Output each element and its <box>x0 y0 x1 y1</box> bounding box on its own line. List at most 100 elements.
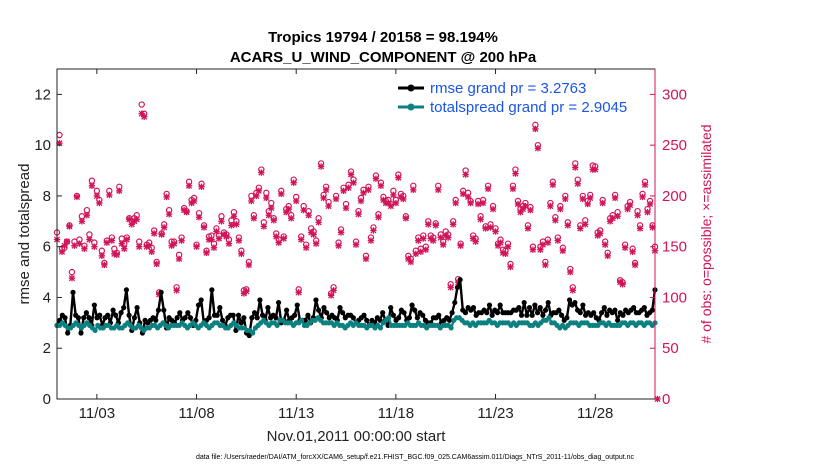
rmse-point <box>414 315 421 321</box>
obs-assimilated-point <box>228 222 235 229</box>
rmse-point <box>497 302 503 308</box>
obs-assimilated-point <box>325 202 332 210</box>
obs-assimilated-point <box>223 233 230 240</box>
y2-tick-label: 200 <box>662 188 687 205</box>
obs-assimilated-point <box>380 196 387 204</box>
obs-assimilated-point <box>183 208 190 216</box>
obs-assimilated-point <box>596 230 604 237</box>
obs-assimilated-point <box>233 221 240 228</box>
obs-assimilated-point <box>587 194 594 202</box>
y2-tick-label: 50 <box>662 340 679 357</box>
obs-assimilated-point <box>522 202 529 210</box>
rmse-point <box>313 297 319 303</box>
rmse-point <box>209 287 215 293</box>
obs-assimilated-point <box>507 263 514 271</box>
obs-assimilated-point <box>479 199 487 207</box>
obs-assimilated-point <box>390 191 397 199</box>
obs-assimilated-point <box>248 197 255 205</box>
rmse-point <box>118 310 124 316</box>
obs-assimilated-point <box>400 195 407 203</box>
obs-assimilated-point <box>288 215 295 222</box>
obs-assimilated-point <box>444 234 452 241</box>
rmse-point <box>70 289 76 295</box>
obs-assimilated-point <box>170 240 178 247</box>
rmse-point <box>409 302 415 308</box>
obs-assimilated-point <box>81 245 88 252</box>
obs-assimilated-point <box>263 194 270 202</box>
rmse-point <box>275 299 282 306</box>
y2-tick-label: 250 <box>662 137 687 154</box>
obs-assimilated-point <box>459 190 467 198</box>
metric-series <box>54 277 658 339</box>
rmse-point <box>177 310 183 316</box>
obs-assimilated-point <box>173 287 180 294</box>
rmse-point <box>217 305 223 311</box>
obs-assimilated-point <box>420 235 427 242</box>
rmse-point <box>126 312 132 318</box>
rmse-point <box>612 307 618 313</box>
obs-assimilated-point <box>260 223 268 230</box>
x-tick-label: 11/23 <box>477 405 513 422</box>
rmse-point <box>174 315 180 321</box>
obs-assimilated-point <box>489 205 497 213</box>
obs-assimilated-point <box>577 225 584 232</box>
obs-assimilated-point <box>370 227 377 234</box>
obs-assimilated-point <box>121 245 128 252</box>
obs-assimilated-point <box>195 214 203 221</box>
rmse-point <box>620 312 626 318</box>
totalspread-point <box>386 315 392 321</box>
obs-assimilated-point <box>619 281 626 288</box>
rmse-point <box>113 312 119 318</box>
obs-assimilated-point <box>133 216 140 223</box>
rmse-point <box>81 315 87 321</box>
legend-spread-label: totalspread grand pr = 2.9045 <box>430 99 627 116</box>
rmse-point <box>65 330 71 336</box>
obs-assimilated-point <box>534 145 542 152</box>
obs-count-series <box>53 101 661 403</box>
obs-assimilated-point <box>624 205 631 213</box>
obs-assimilated-point <box>509 185 517 193</box>
obs-assimilated-point <box>449 221 457 228</box>
obs-assimilated-point <box>253 192 260 200</box>
rmse-point <box>470 305 477 311</box>
obs-assimilated-point <box>629 248 636 255</box>
obs-assimilated-point <box>68 274 76 282</box>
obs-assimilated-point <box>150 230 158 237</box>
obs-assimilated-point <box>532 125 539 133</box>
rmse-point <box>521 299 527 306</box>
obs-assimilated-point <box>280 235 287 242</box>
rmse-point <box>134 305 140 311</box>
rmse-point <box>121 305 127 311</box>
obs-assimilated-point <box>542 261 549 269</box>
rmse-point <box>457 277 463 283</box>
obs-assimilated-point <box>175 255 183 263</box>
obs-assimilated-point <box>91 243 98 250</box>
rmse-point <box>337 305 343 311</box>
obs-assimilated-point <box>78 218 86 225</box>
obs-assimilated-point <box>567 268 574 276</box>
obs-assimilated-point <box>377 182 385 189</box>
obs-assimilated-point <box>73 193 81 201</box>
obs-assimilated-point <box>497 239 504 246</box>
obs-assimilated-point <box>504 243 512 250</box>
obs-assimilated-point <box>464 193 472 201</box>
obs-assimilated-point <box>467 199 474 207</box>
obs-assimilated-point <box>118 240 125 247</box>
rmse-point <box>259 312 266 318</box>
obs-assimilated-point <box>141 113 148 120</box>
obs-assimilated-point <box>447 284 454 291</box>
obs-assimilated-point <box>270 217 277 224</box>
rmse-point <box>97 312 103 318</box>
obs-assimilated-point <box>347 171 355 178</box>
rmse-point <box>251 310 258 316</box>
obs-assimilated-point <box>549 181 557 188</box>
obs-assimilated-point <box>569 287 576 294</box>
obs-assimilated-point <box>367 237 375 244</box>
rmse-point <box>321 305 327 311</box>
rmse-point <box>388 305 394 311</box>
obs-assimilated-point <box>355 211 362 218</box>
obs-assimilated-point <box>305 212 312 219</box>
obs-possible-point <box>68 268 76 276</box>
obs-assimilated-point <box>352 241 360 248</box>
obs-assimilated-point <box>636 225 644 232</box>
